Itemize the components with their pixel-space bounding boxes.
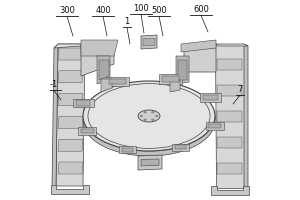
Polygon shape [81,129,94,133]
Polygon shape [51,185,89,194]
Polygon shape [122,148,133,152]
Polygon shape [106,77,129,86]
Polygon shape [97,56,110,84]
Polygon shape [52,44,58,188]
Polygon shape [172,144,189,151]
Polygon shape [99,60,109,80]
Polygon shape [217,85,242,96]
Polygon shape [217,137,242,148]
Polygon shape [56,44,85,186]
Polygon shape [162,76,178,82]
Polygon shape [78,127,96,135]
Polygon shape [138,155,162,170]
Polygon shape [141,35,157,49]
Polygon shape [58,162,83,174]
Ellipse shape [144,112,146,113]
Ellipse shape [152,112,154,113]
Ellipse shape [83,81,215,151]
Text: 400: 400 [95,6,111,15]
Polygon shape [81,40,118,56]
Ellipse shape [144,119,146,120]
Text: 1: 1 [124,17,130,26]
Polygon shape [181,40,216,52]
Polygon shape [58,116,83,128]
Polygon shape [143,38,155,46]
Ellipse shape [140,115,142,117]
Polygon shape [119,146,136,153]
Polygon shape [217,163,242,174]
Polygon shape [211,186,249,195]
Polygon shape [244,44,248,188]
Polygon shape [176,56,189,84]
Text: 500: 500 [151,6,167,15]
Polygon shape [54,44,85,48]
Text: 100: 100 [133,4,149,13]
Text: -1: -1 [50,80,58,89]
Ellipse shape [138,110,160,122]
Polygon shape [58,139,83,151]
Polygon shape [73,99,94,107]
Polygon shape [208,124,221,128]
Polygon shape [170,80,180,92]
Text: 300: 300 [59,6,75,15]
Polygon shape [81,44,114,76]
Polygon shape [58,94,83,106]
Polygon shape [83,116,215,156]
Polygon shape [141,159,159,166]
Ellipse shape [155,115,158,117]
Text: 600: 600 [193,5,209,14]
Polygon shape [76,100,90,106]
Polygon shape [217,59,242,70]
Polygon shape [215,44,244,188]
Text: 7: 7 [237,85,243,94]
Polygon shape [217,111,242,122]
Polygon shape [200,93,221,102]
Polygon shape [206,122,224,130]
Polygon shape [184,44,216,72]
Polygon shape [215,44,248,46]
Polygon shape [159,74,182,84]
Polygon shape [101,79,112,92]
Polygon shape [58,71,83,83]
Polygon shape [110,79,126,84]
Ellipse shape [152,119,154,120]
Polygon shape [58,48,83,60]
Polygon shape [203,95,218,100]
Polygon shape [178,60,187,80]
Polygon shape [175,145,186,149]
